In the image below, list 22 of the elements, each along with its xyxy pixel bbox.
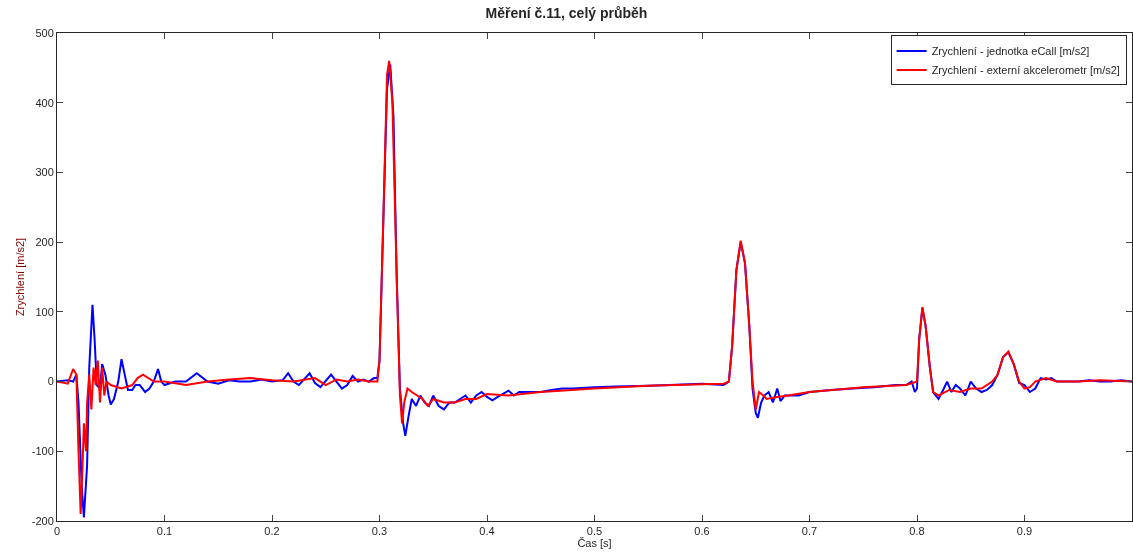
x-tick-label: 0.4: [479, 525, 495, 538]
x-tick-label: 0.1: [156, 525, 173, 538]
x-tick-label: 0.9: [1016, 525, 1033, 538]
y-tick-label: 300: [35, 166, 54, 179]
x-tick-label: 0.5: [586, 525, 603, 538]
x-tick-label: 0.7: [801, 525, 818, 538]
x-tick-label: 0.2: [264, 525, 280, 538]
y-axis-title: Zrychlení [m/s2]: [14, 237, 27, 317]
y-tick-label: 400: [35, 96, 54, 109]
x-axis-title: Čas [s]: [577, 537, 612, 550]
y-tick-label: 200: [35, 235, 54, 248]
x-tick-label: 0.8: [909, 525, 925, 538]
y-tick-label: -200: [31, 514, 54, 527]
x-tick-label: 0.6: [694, 525, 710, 538]
y-tick-label: 100: [35, 305, 54, 318]
legend-label: Zrychlení - jednotka eCall [m/s2]: [931, 45, 1090, 58]
chart-title: Měření č.11, celý průběh: [485, 5, 648, 22]
y-tick-label: 500: [35, 26, 54, 39]
y-tick-label: 0: [47, 375, 54, 388]
y-tick-label: -100: [31, 445, 54, 458]
x-tick-label: 0.3: [371, 525, 388, 538]
legend-label: Zrychlení - externí akcelerometr [m/s2]: [931, 64, 1120, 77]
